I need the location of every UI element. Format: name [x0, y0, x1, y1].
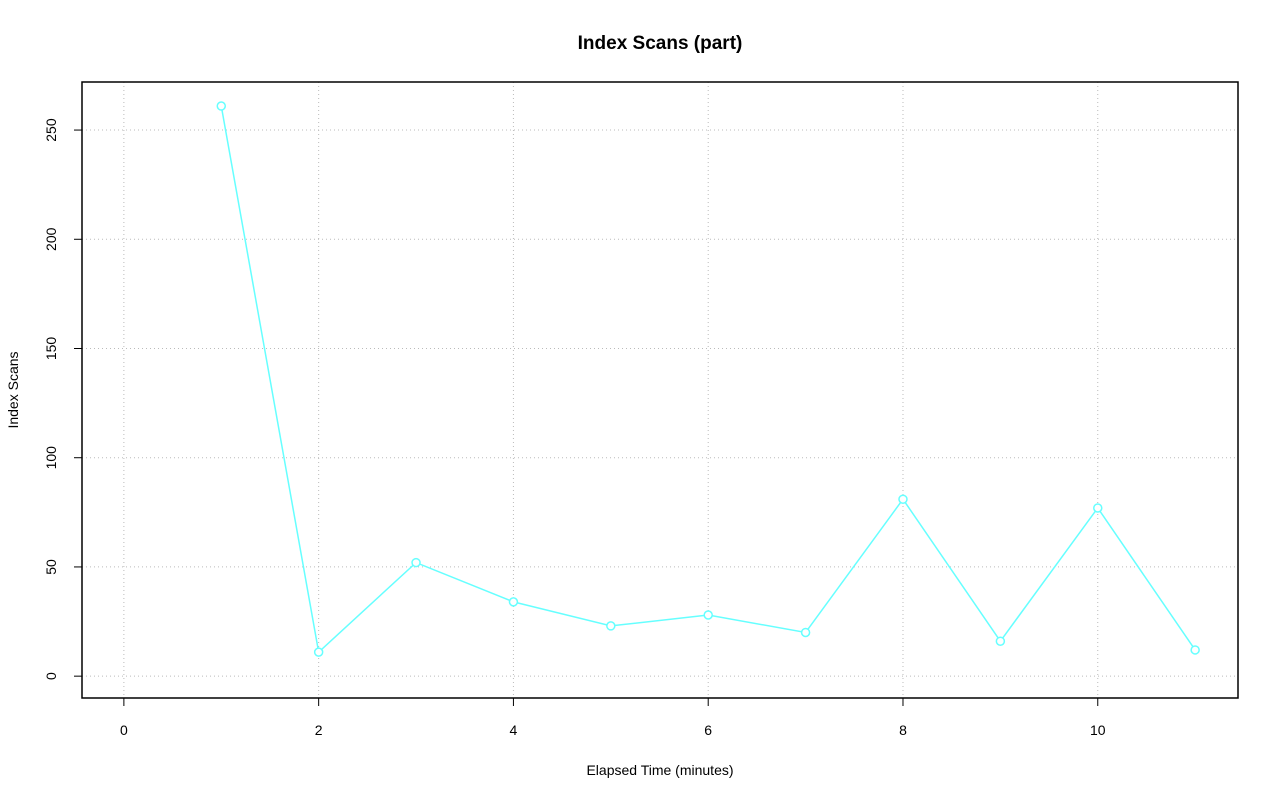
- y-tick-label: 150: [43, 337, 59, 361]
- data-point: [508, 597, 519, 607]
- plot-frame: [81, 81, 1239, 699]
- y-tick-label: 50: [43, 559, 59, 575]
- data-point: [411, 557, 421, 568]
- data-point: [606, 621, 616, 631]
- y-tick-label: 250: [43, 118, 59, 142]
- x-tick-label: 10: [1090, 722, 1106, 738]
- data-point: [1093, 503, 1103, 513]
- data-point: [703, 610, 713, 620]
- x-tick-label: 0: [120, 722, 128, 738]
- x-tick-label: 6: [704, 722, 712, 738]
- y-tick-label: 200: [43, 227, 59, 251]
- data-point: [1190, 645, 1200, 655]
- x-tick-label: 4: [510, 722, 518, 738]
- x-axis-label: Elapsed Time (minutes): [586, 762, 733, 778]
- y-tick-label: 0: [43, 672, 59, 680]
- data-point: [800, 627, 811, 638]
- data-point: [995, 636, 1006, 646]
- y-tick-label: 100: [43, 446, 59, 470]
- y-axis-label: Index Scans: [5, 351, 21, 428]
- x-tick-label: 2: [315, 722, 323, 738]
- x-tick-label: 8: [899, 722, 907, 738]
- data-point: [216, 101, 227, 111]
- data-point: [898, 494, 908, 504]
- chart-title: Index Scans (part): [578, 33, 743, 54]
- data-point: [313, 647, 324, 657]
